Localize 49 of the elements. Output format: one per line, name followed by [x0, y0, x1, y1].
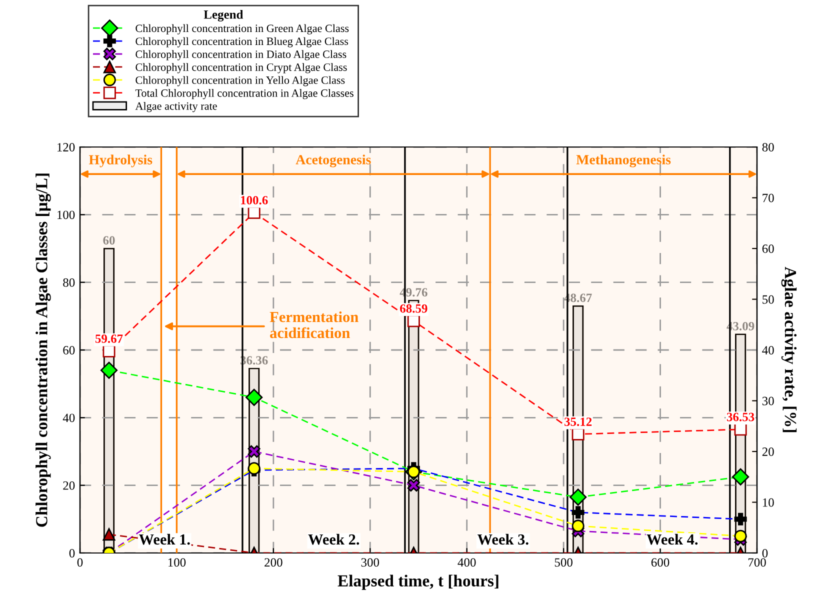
y-tick-label: 120: [57, 143, 75, 152]
y-tick-label: 80: [63, 278, 75, 287]
annotation: Week 1.: [138, 534, 190, 545]
y2-tick-label: 60: [762, 244, 774, 253]
annotation: Week 2.: [308, 534, 360, 545]
y2-axis-title: Aglae activity rate, [%]: [781, 266, 797, 432]
y-tick-label: 0: [69, 549, 75, 558]
y2-tick-label: 70: [762, 194, 774, 202]
band-label: Methanogenesis: [576, 154, 671, 168]
legend-label: Chlorophyll concentration in Diato Algae Class: [136, 50, 346, 60]
x-axis-title: Elapsed time, t [hours]: [338, 574, 498, 590]
legend-label: Total Chlorophyll concentration in Algae Classes: [135, 89, 354, 100]
y-axis-title: Chlorophyll concentration in Algae Classes [µg/L]: [36, 174, 51, 527]
band-label: Acetogenesis: [296, 154, 371, 168]
y2-tick-label: 30: [762, 396, 774, 406]
x-tick-label: 0: [77, 558, 83, 567]
legend-title: Legend: [204, 10, 244, 22]
legend-label: Chlorophyll concentration in Crypt Algae Class: [136, 63, 347, 74]
x-tick-label: 600: [651, 558, 670, 567]
data-label: 59.67: [95, 334, 123, 343]
legend-label: Chlorophyll concentration in Blueg Algae Class: [136, 37, 348, 48]
y2-tick-label: 0: [762, 549, 768, 558]
y-tick-label: 20: [63, 481, 75, 490]
y2-tick-label: 40: [762, 346, 774, 354]
legend-label: Chlorophyll concentration in Green Algae Class: [136, 24, 349, 34]
annotation: Week 4.: [646, 534, 698, 545]
y2-tick-label: 20: [762, 448, 774, 456]
legend-label: Algae activity rate: [135, 102, 217, 112]
legend-label: Chlorophyll concentration in Yello Algae Class: [136, 76, 345, 86]
x-tick-label: 400: [458, 558, 476, 567]
y-tick-label: 60: [63, 346, 75, 354]
band-label: Hydrolysis: [88, 154, 152, 168]
x-tick-label: 200: [264, 558, 282, 567]
x-tick-label: 500: [554, 558, 572, 567]
data-label: 100.6: [241, 196, 268, 204]
x-tick-label: 700: [748, 558, 766, 567]
x-tick-label: 100: [168, 558, 186, 567]
data-label: 68.59: [400, 304, 428, 313]
data-label: 36.53: [726, 412, 754, 422]
y-tick-label: 40: [62, 414, 75, 422]
data-label: 35.12: [564, 418, 592, 426]
y-tick-label: 100: [57, 210, 75, 220]
annotation: Fermentation acidification: [270, 311, 358, 338]
data-label: 60: [103, 236, 115, 245]
annotation: Week 3.: [477, 534, 528, 545]
y2-tick-label: 10: [762, 498, 774, 507]
y2-tick-label: 80: [762, 143, 774, 152]
x-tick-label: 300: [361, 558, 380, 567]
y2-tick-label: 50: [762, 295, 774, 304]
